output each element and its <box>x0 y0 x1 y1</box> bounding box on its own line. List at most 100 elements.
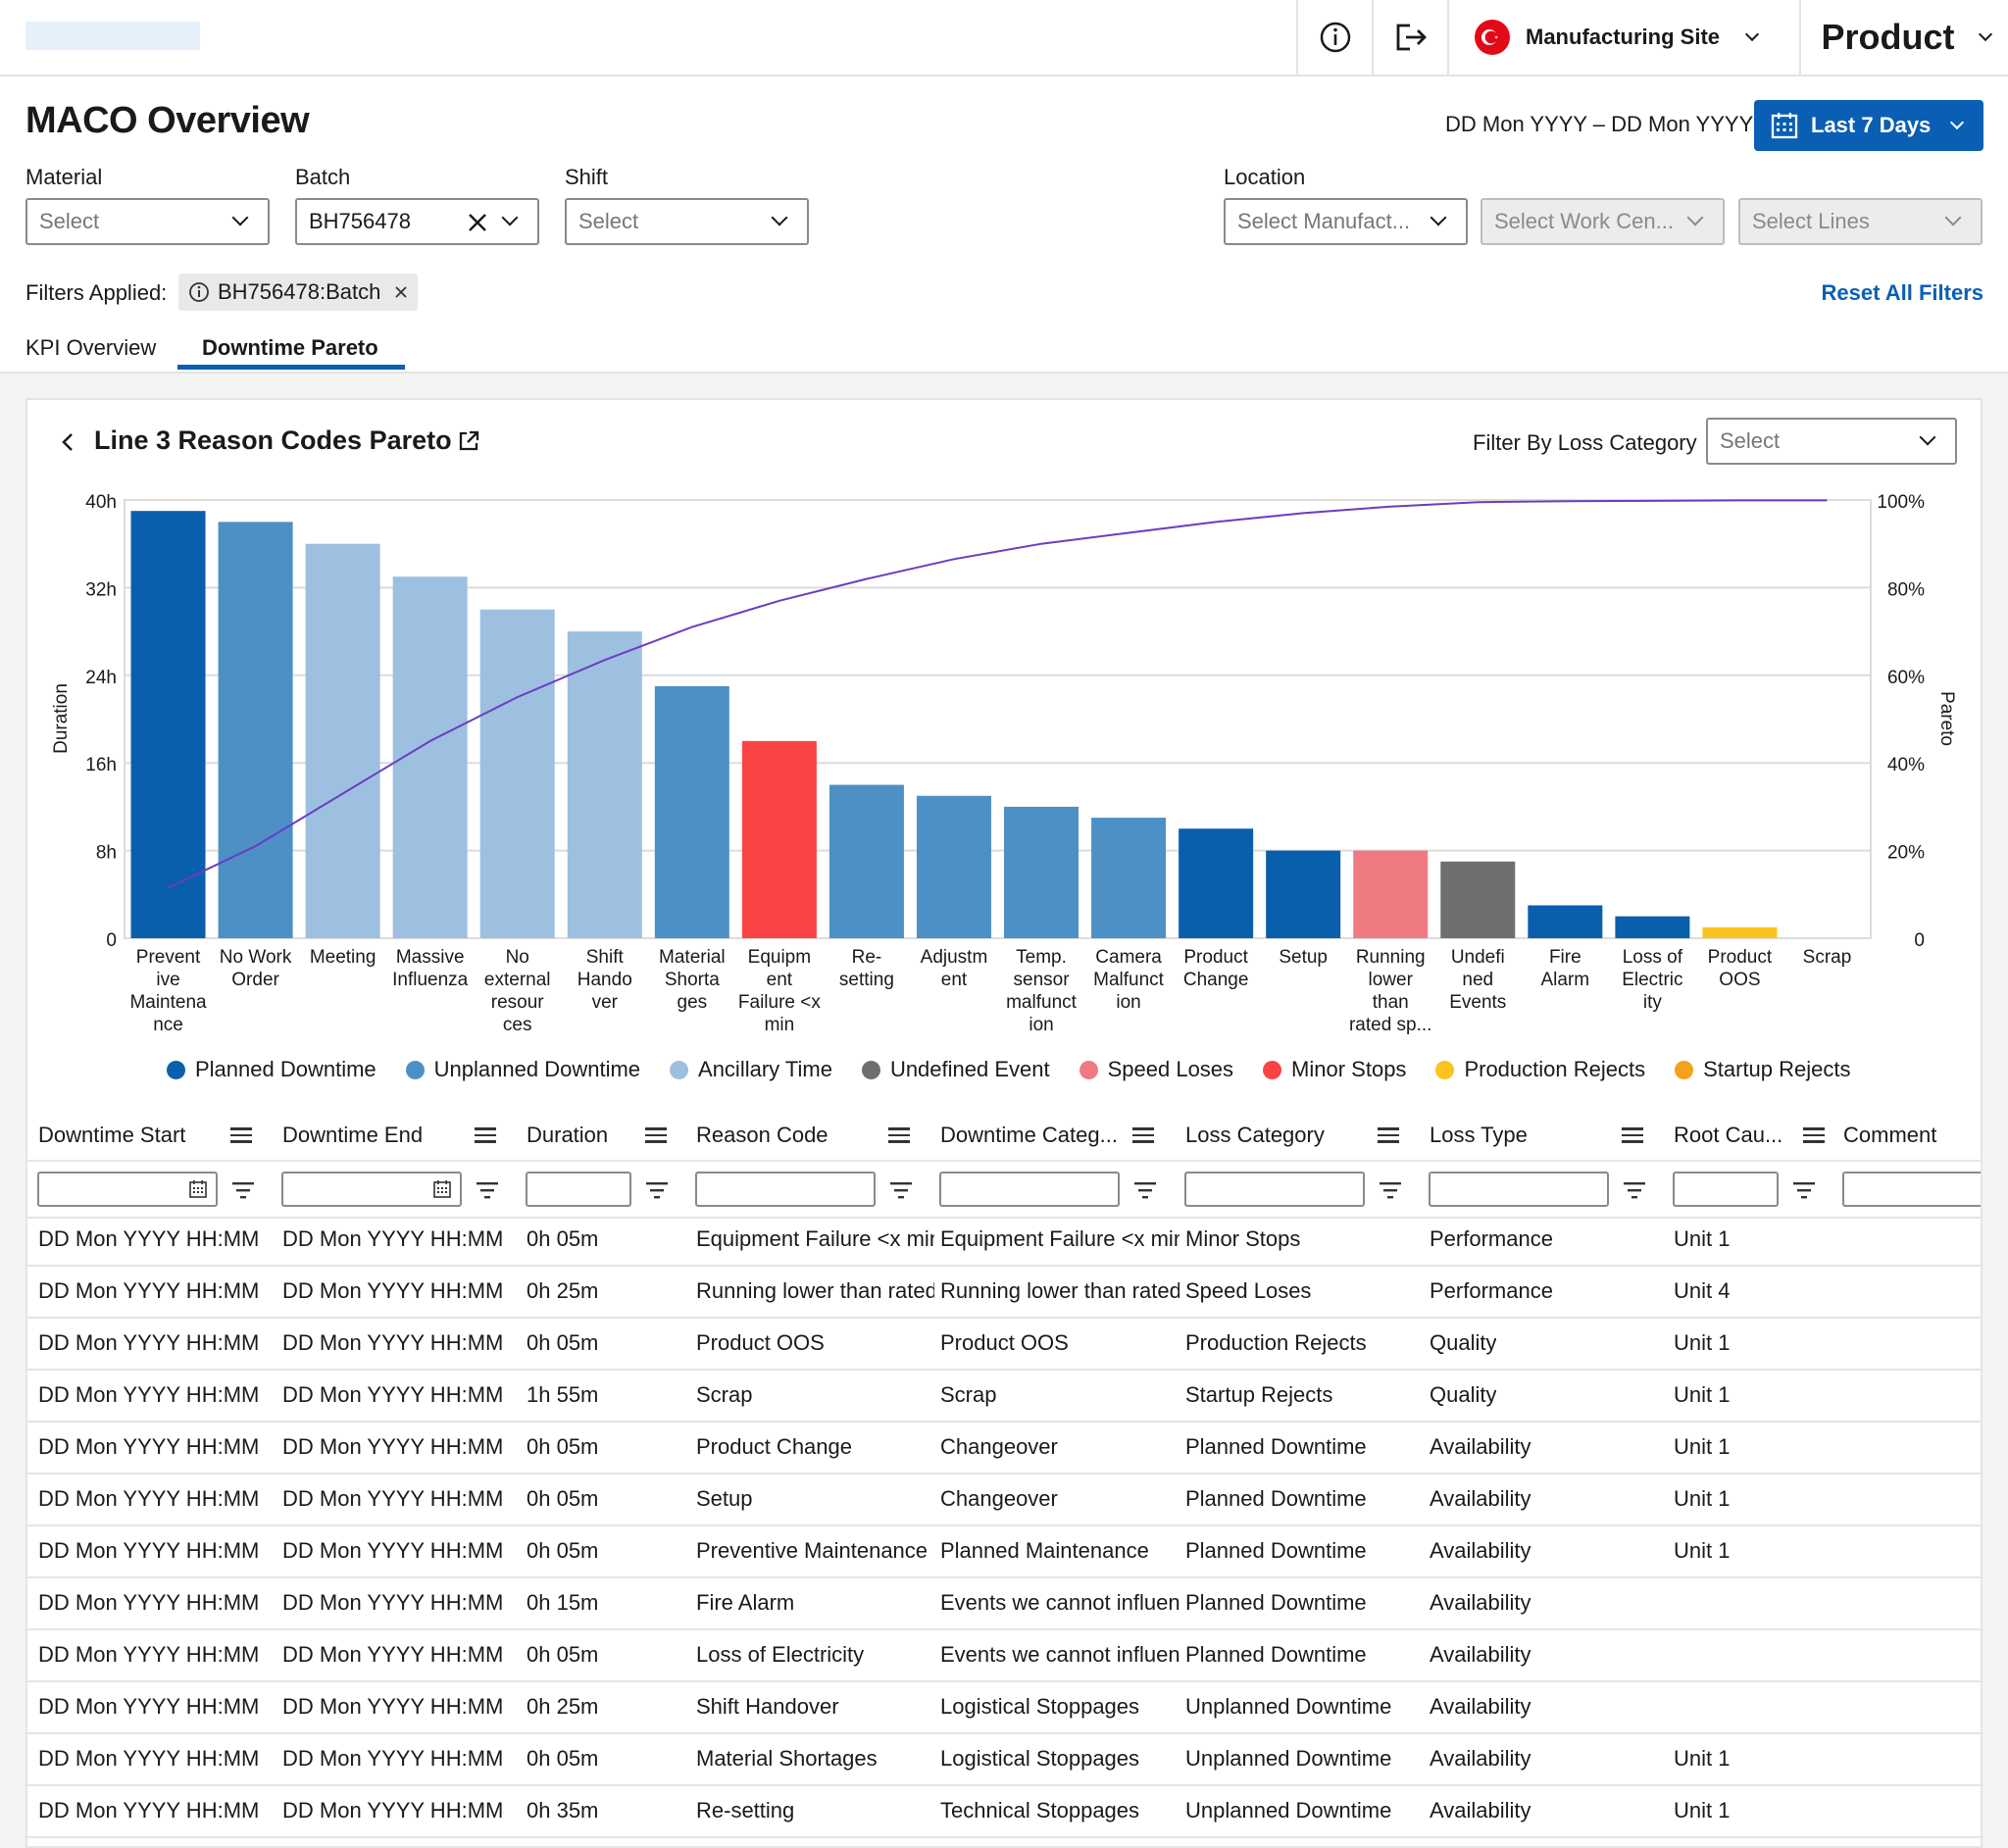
column-header[interactable]: Downtime End <box>282 1123 424 1147</box>
filter-icon[interactable] <box>1624 1181 1645 1199</box>
filter-icon[interactable] <box>1134 1181 1156 1199</box>
column-header[interactable]: Root Cau... <box>1674 1123 1783 1147</box>
legend-item[interactable]: Unplanned Downtime <box>405 1057 640 1082</box>
close-icon[interactable] <box>394 285 408 299</box>
x-tick-label: ned <box>1462 970 1493 990</box>
table-cell: Planned Downtime <box>1185 1434 1367 1459</box>
workcenter-select-placeholder: Select Work Cen... <box>1494 209 1674 233</box>
y2-tick-label: 60% <box>1887 668 1925 688</box>
column-menu-icon[interactable] <box>230 1127 252 1143</box>
column-filter-input[interactable] <box>1673 1172 1779 1207</box>
column-menu-icon[interactable] <box>645 1127 667 1143</box>
column-filter-input[interactable] <box>37 1172 218 1207</box>
filter-icon[interactable] <box>477 1181 498 1199</box>
filter-icon[interactable] <box>1793 1181 1815 1199</box>
site-selector[interactable]: Manufacturing Site <box>1447 0 1798 75</box>
filter-icon[interactable] <box>1380 1181 1401 1199</box>
column-filter-input[interactable] <box>1184 1172 1365 1207</box>
table-cell: Planned Downtime <box>1185 1642 1367 1667</box>
column-filter-input[interactable] <box>1429 1172 1609 1207</box>
column-header[interactable]: Downtime Start <box>38 1123 186 1147</box>
material-select[interactable]: Select <box>25 198 270 245</box>
table-cell: Performance <box>1430 1226 1553 1251</box>
column-header[interactable]: Comment <box>1843 1123 1937 1147</box>
filter-icon[interactable] <box>890 1181 912 1199</box>
legend-item[interactable]: Ancillary Time <box>670 1057 832 1082</box>
y-tick-label: 0 <box>106 930 117 951</box>
legend-item[interactable]: Startup Rejects <box>1675 1057 1851 1082</box>
column-filter-input[interactable] <box>526 1172 631 1207</box>
column-header[interactable]: Reason Code <box>696 1123 828 1147</box>
calendar-icon[interactable] <box>432 1179 452 1199</box>
column-header[interactable]: Duration <box>527 1123 609 1147</box>
y-tick-label: 32h <box>85 579 117 600</box>
x-tick-label: Shift <box>586 947 625 968</box>
filter-chip[interactable]: BH756478:Batch <box>178 274 419 311</box>
manufacturing-select[interactable]: Select Manufact... <box>1224 198 1468 245</box>
table-row[interactable]: DD Mon YYYY HH:MM DD Mon YYYY HH:MM 0h 25m… <box>26 1682 1981 1734</box>
x-tick-label: setting <box>839 970 894 990</box>
external-link-icon[interactable] <box>457 429 480 453</box>
column-header[interactable]: Loss Type <box>1430 1123 1528 1147</box>
back-chevron-icon[interactable] <box>57 430 80 454</box>
bar <box>1702 926 1778 938</box>
legend-item[interactable]: Speed Loses <box>1079 1057 1233 1082</box>
legend-label: Startup Rejects <box>1703 1057 1851 1081</box>
x-tick-label: Fire <box>1549 947 1581 968</box>
column-menu-icon[interactable] <box>1803 1127 1825 1143</box>
column-menu-icon[interactable] <box>475 1127 496 1143</box>
x-tick-label: Temp. <box>1016 947 1067 968</box>
info-circle-icon <box>1320 22 1351 53</box>
column-header[interactable]: Loss Category <box>1185 1123 1325 1147</box>
table-row[interactable]: DD Mon YYYY HH:MM DD Mon YYYY HH:MM 0h 15m… <box>26 1578 1981 1630</box>
calendar-icon[interactable] <box>188 1179 208 1199</box>
workcenter-select[interactable]: Select Work Cen... <box>1481 198 1725 245</box>
clear-icon[interactable] <box>467 212 488 233</box>
table-row[interactable]: DD Mon YYYY HH:MM DD Mon YYYY HH:MM 0h 35m… <box>26 1786 1981 1838</box>
date-range-button[interactable]: Last 7 Days <box>1754 100 1983 151</box>
column-menu-icon[interactable] <box>1132 1127 1154 1143</box>
column-header[interactable]: Downtime Categ... <box>940 1123 1118 1147</box>
table-body: DD Mon YYYY HH:MM DD Mon YYYY HH:MM 0h 05m… <box>26 1215 1981 1848</box>
column-filter-input[interactable] <box>281 1172 462 1207</box>
x-tick-label: Running <box>1356 947 1426 968</box>
table-row[interactable]: DD Mon YYYY HH:MM DD Mon YYYY HH:MM 0h 25m… <box>26 1267 1981 1319</box>
shift-select[interactable]: Select <box>565 198 809 245</box>
legend-item[interactable]: Minor Stops <box>1263 1057 1406 1082</box>
filter-icon[interactable] <box>232 1181 254 1199</box>
product-selector[interactable]: Product <box>1799 0 2008 75</box>
filter-icon[interactable] <box>646 1181 668 1199</box>
reset-all-filters-link[interactable]: Reset All Filters <box>1821 280 1983 305</box>
column-menu-icon[interactable] <box>888 1127 910 1143</box>
tab-kpi-overview[interactable]: KPI Overview <box>25 335 157 360</box>
column-menu-icon[interactable] <box>1378 1127 1399 1143</box>
table-row[interactable]: DD Mon YYYY HH:MM DD Mon YYYY HH:MM 1h 55m… <box>26 1371 1981 1423</box>
tab-downtime-pareto[interactable]: Downtime Pareto <box>202 335 378 360</box>
column-filter-input[interactable] <box>1842 1172 1981 1207</box>
bar <box>392 576 468 938</box>
batch-select[interactable]: BH756478 <box>295 198 539 245</box>
lines-select[interactable]: Select Lines <box>1738 198 1983 245</box>
column-filter-input[interactable] <box>695 1172 876 1207</box>
table-cell: Fire Alarm <box>696 1590 795 1615</box>
table-cell: 0h 05m <box>527 1486 599 1511</box>
legend-item[interactable]: Undefined Event <box>861 1057 1050 1082</box>
logout-button[interactable] <box>1372 0 1448 75</box>
chart-legend: Planned Downtime Unplanned Downtime Ancill… <box>167 1057 1881 1082</box>
legend-item[interactable]: Production Rejects <box>1435 1057 1645 1082</box>
column-filter-input[interactable] <box>939 1172 1120 1207</box>
legend-dot-icon <box>405 1060 425 1079</box>
info-button[interactable] <box>1296 0 1373 75</box>
legend-item[interactable]: Planned Downtime <box>167 1057 376 1082</box>
table-cell: Availability <box>1430 1486 1531 1511</box>
loss-category-select[interactable]: Select <box>1706 418 1957 465</box>
column-menu-icon[interactable] <box>1622 1127 1643 1143</box>
